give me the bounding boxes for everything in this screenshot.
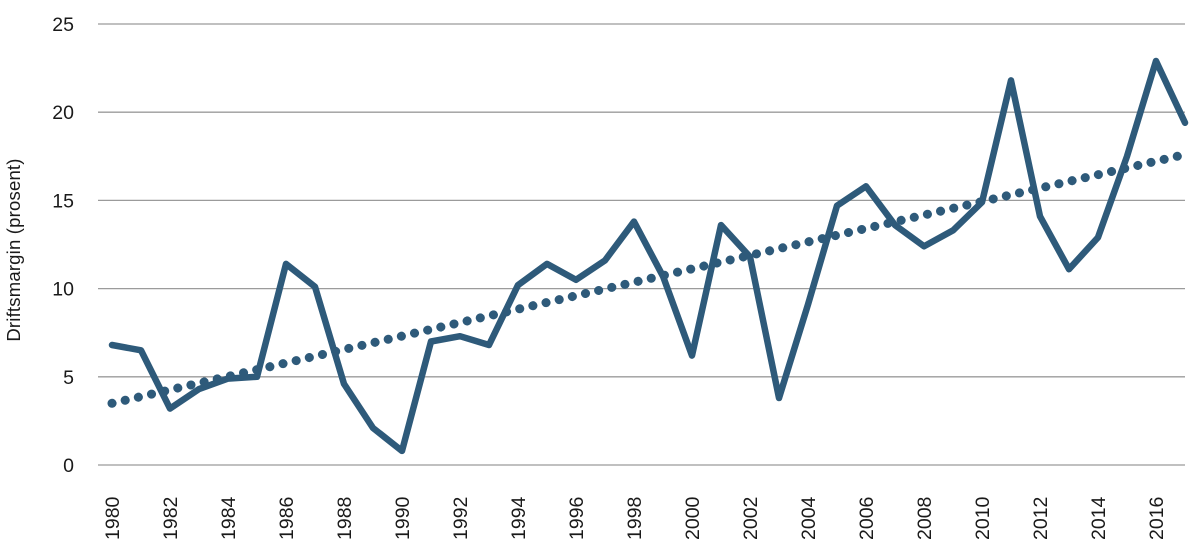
x-tick-label-1998: 1998 <box>624 497 646 540</box>
trend-dotted-line <box>107 150 1190 408</box>
y-tick-label-5: 5 <box>63 367 74 389</box>
x-tick-label-1996: 1996 <box>566 497 588 540</box>
driftsmargin-line <box>108 57 1189 455</box>
y-axis-tick-labels: 0 5 10 15 20 25 <box>52 14 74 477</box>
x-tick-label-1982: 1982 <box>160 497 182 540</box>
x-tick-label-1990: 1990 <box>392 496 414 540</box>
x-tick-label-2012: 2012 <box>1030 497 1052 540</box>
x-tick-label-2016: 2016 <box>1146 497 1168 540</box>
x-tick-label-2010: 2010 <box>972 496 994 540</box>
y-tick-label-25: 25 <box>52 14 74 36</box>
y-tick-label-20: 20 <box>52 102 74 124</box>
x-tick-label-2002: 2002 <box>740 497 762 540</box>
x-tick-label-1992: 1992 <box>450 497 472 540</box>
y-tick-label-10: 10 <box>52 279 74 301</box>
y-tick-label-15: 15 <box>52 190 74 212</box>
x-axis-tick-labels: 1980 1982 1984 1986 1988 1990 1992 1994 1996 1998… <box>102 496 1168 540</box>
y-tick-label-0: 0 <box>63 455 74 477</box>
x-tick-label-1986: 1986 <box>276 497 298 540</box>
x-tick-label-1980: 1980 <box>102 496 124 540</box>
x-tick-label-1994: 1994 <box>508 496 530 540</box>
x-tick-label-2014: 2014 <box>1088 496 1110 540</box>
x-tick-label-2000: 2000 <box>682 496 704 540</box>
x-tick-label-1984: 1984 <box>218 496 240 540</box>
y-axis-title: Driftsmargin (prosent) <box>3 158 24 342</box>
x-tick-label-2008: 2008 <box>914 497 936 540</box>
x-tick-label-2004: 2004 <box>798 496 820 540</box>
x-tick-label-2006: 2006 <box>856 497 878 540</box>
x-tick-label-1988: 1988 <box>334 497 356 540</box>
gridlines <box>98 23 1185 466</box>
